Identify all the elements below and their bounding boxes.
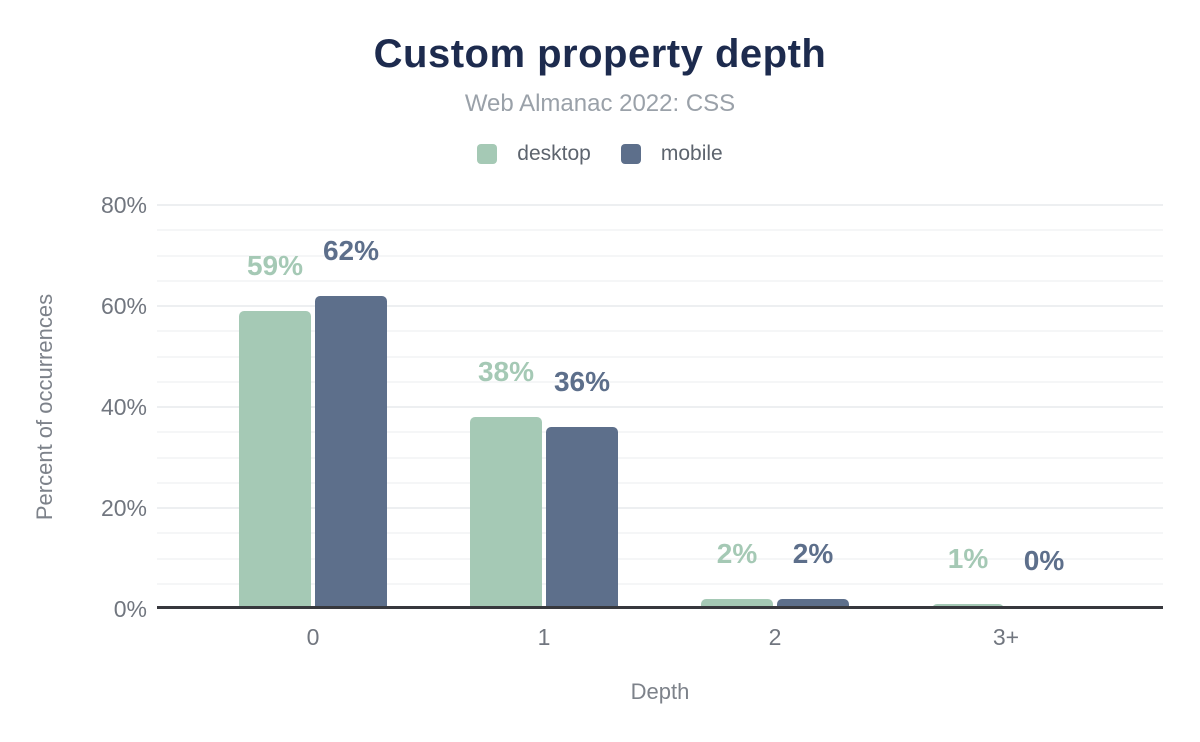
legend: desktop mobile [0, 142, 1200, 166]
gridline-major [157, 406, 1163, 408]
bar-desktop-1 [470, 417, 542, 609]
x-axis-line [157, 606, 1163, 609]
chart-title: Custom property depth [373, 32, 827, 76]
gridline-minor [157, 456, 1163, 459]
bar-mobile-2 [777, 598, 849, 609]
gridline-minor [157, 355, 1163, 358]
bar-mobile-0 [315, 295, 387, 609]
bar-label-desktop-3+: 1% [947, 542, 989, 574]
gridline-minor [157, 481, 1163, 484]
x-axis-title: Depth [630, 679, 690, 704]
gridline-minor [157, 380, 1163, 383]
legend-label-mobile: mobile [660, 142, 723, 165]
gridline-major [157, 507, 1163, 509]
bar-label-desktop-2: 2% [716, 537, 758, 569]
y-tick-20%: 20% [100, 495, 147, 521]
bar-mobile-1 [546, 427, 618, 609]
gridline-minor [157, 229, 1163, 232]
y-tick-40%: 40% [100, 394, 147, 420]
y-tick-0%: 0% [113, 596, 147, 622]
mobile-color-swatch [620, 144, 641, 164]
bar-desktop-0 [239, 311, 311, 609]
chart-subtitle: Web Almanac 2022: CSS [464, 90, 736, 117]
bar-label-mobile-0: 62% [322, 234, 380, 266]
gridline-minor [157, 557, 1163, 560]
x-tick-1: 1 [537, 624, 551, 650]
bar-label-mobile-3+: 0% [1023, 545, 1065, 576]
y-tick-60%: 60% [100, 293, 147, 319]
gridline-minor [157, 330, 1163, 333]
y-tick-80%: 80% [100, 192, 147, 218]
gridline-minor [157, 582, 1163, 585]
x-tick-2: 2 [768, 624, 782, 650]
bar-desktop-2 [701, 598, 773, 609]
plot-area: 59% 62% 38% 36% 2% 2% 1% 0% [157, 204, 1163, 609]
legend-label-desktop: desktop [517, 142, 591, 165]
bar-label-desktop-1: 38% [477, 356, 535, 388]
legend-item-desktop: desktop [477, 142, 591, 166]
x-tick-3+: 3+ [992, 624, 1020, 650]
x-tick-0: 0 [306, 624, 320, 650]
legend-item-mobile: mobile [620, 142, 723, 166]
desktop-color-swatch [477, 144, 498, 164]
gridline-minor [157, 254, 1163, 257]
bar-label-desktop-0: 59% [246, 250, 304, 282]
bar-label-mobile-1: 36% [553, 366, 611, 398]
bar-label-mobile-2: 2% [792, 537, 834, 569]
gridline-minor [157, 431, 1163, 434]
gridline-major [157, 305, 1163, 307]
gridline-minor [157, 279, 1163, 282]
gridline-minor [157, 532, 1163, 535]
gridline-major [157, 204, 1163, 206]
